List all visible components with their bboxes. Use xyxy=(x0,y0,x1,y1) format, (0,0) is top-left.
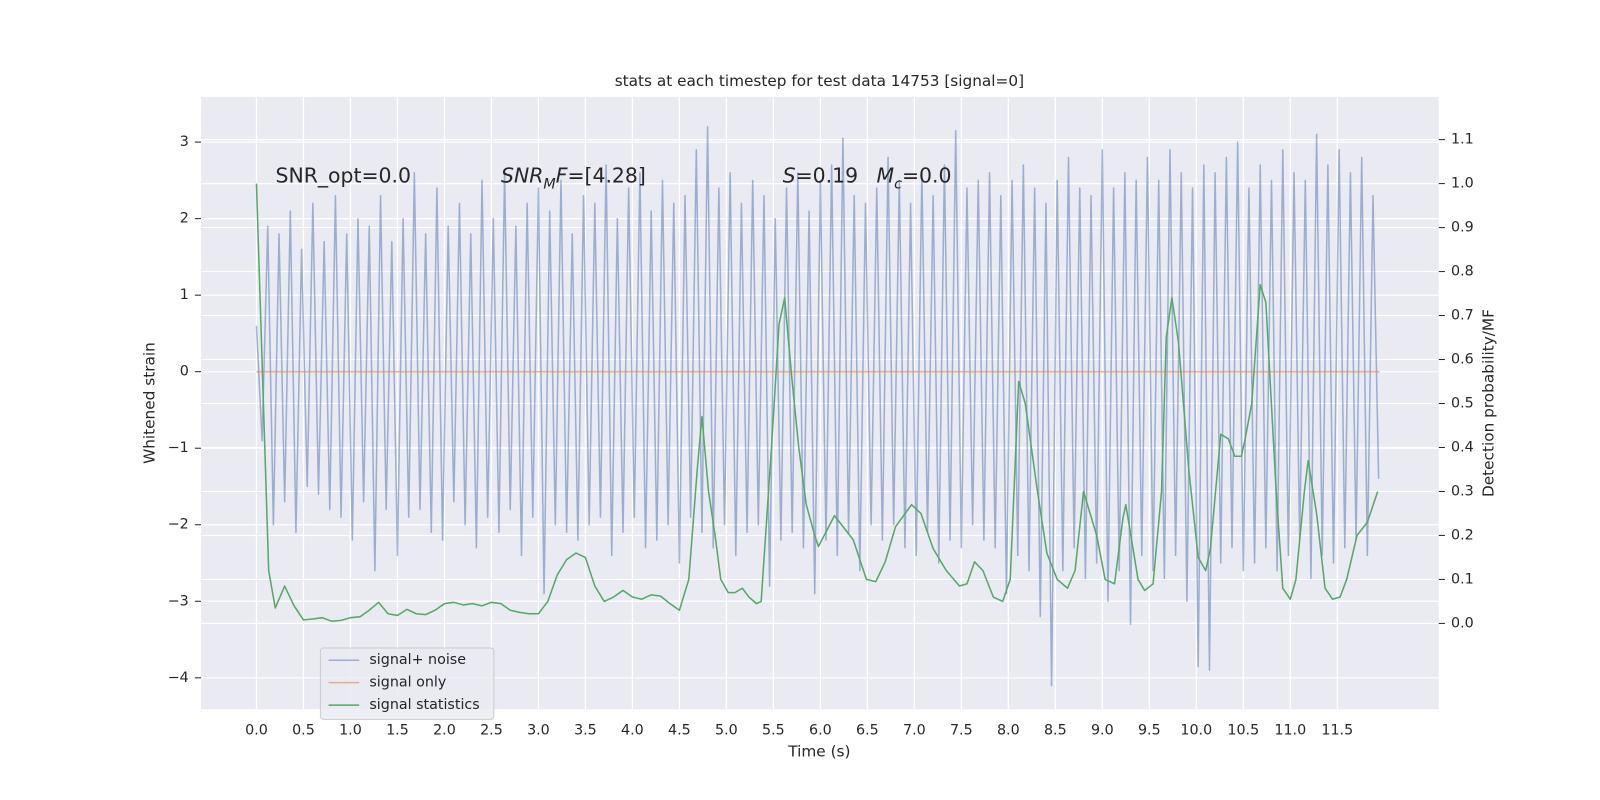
x-tick-label: 10.5 xyxy=(1227,723,1259,739)
annotation-part: =0.19 xyxy=(796,164,859,188)
annotation-part: c xyxy=(894,177,902,193)
x-tick-label: 6.0 xyxy=(809,723,832,739)
series-line xyxy=(255,183,1379,622)
x-tick-label: 8.0 xyxy=(997,723,1020,739)
x-tick-label: 11.5 xyxy=(1321,723,1353,739)
annotation-part: M xyxy=(877,164,895,188)
legend: signal+ noise signal only signal statistic… xyxy=(319,647,495,720)
y-tick-label: 2 xyxy=(180,211,189,227)
annotation: SNR_opt=0.0 xyxy=(276,164,412,189)
annotation: Mc=0.0 xyxy=(877,164,952,193)
x-tick-label: 7.5 xyxy=(950,723,973,739)
y-tick-label: 0 xyxy=(180,364,189,380)
x-tick-label: 4.0 xyxy=(621,723,644,739)
x-tick-label: 0.0 xyxy=(245,723,268,739)
y-tick-label: −1 xyxy=(168,440,189,456)
x-tick-label: 0.5 xyxy=(292,723,315,739)
x-tick-label: 9.5 xyxy=(1138,723,1161,739)
x-tick-label: 5.0 xyxy=(715,723,738,739)
series-line xyxy=(255,126,1380,687)
x-tick-label: 8.5 xyxy=(1044,723,1067,739)
y-axis-label: Whitened strain xyxy=(141,342,159,464)
y2-tick-label: 0.9 xyxy=(1451,220,1474,236)
legend-label: signal statistics xyxy=(369,697,479,713)
x-tick-label: 5.5 xyxy=(762,723,785,739)
x-tick-label: 9.0 xyxy=(1091,723,1114,739)
x-tick-label: 4.5 xyxy=(668,723,691,739)
x-tick-label: 11.0 xyxy=(1274,723,1306,739)
y2-tick-label: 0.1 xyxy=(1451,571,1474,587)
y2-tick-label: 0.4 xyxy=(1451,439,1474,455)
x-tick-label: 6.5 xyxy=(856,723,879,739)
annotation-part: SNR_opt=0.0 xyxy=(276,164,412,189)
x-tick-label: 7.0 xyxy=(903,723,926,739)
y2-tick-label: 0.2 xyxy=(1451,527,1474,543)
legend-label: signal only xyxy=(369,675,446,691)
x-tick-label: 3.5 xyxy=(574,723,597,739)
x-tick-label: 1.5 xyxy=(386,723,409,739)
annotation-part: M xyxy=(543,177,555,193)
y2-tick-label: 1.0 xyxy=(1451,176,1474,192)
annotation-part: SNR xyxy=(501,164,543,188)
y2-axis-label: Detection probability/MF xyxy=(1479,309,1497,497)
x-tick-label: 3.0 xyxy=(527,723,550,739)
y2-tick-label: 0.8 xyxy=(1451,264,1474,280)
y-tick-label: 3 xyxy=(180,134,189,150)
annotation: S=0.19 xyxy=(783,164,858,188)
y2-tick-label: 0.0 xyxy=(1451,615,1474,631)
legend-label: signal+ noise xyxy=(369,652,466,668)
y2-tick-label: 0.7 xyxy=(1451,308,1474,324)
x-tick-label: 10.0 xyxy=(1180,723,1212,739)
annotation-part: S xyxy=(783,164,796,188)
legend-box xyxy=(319,647,495,720)
y-tick-label: 1 xyxy=(180,287,189,303)
x-tick-label: 2.5 xyxy=(480,723,503,739)
annotation-part: =0.0 xyxy=(902,164,952,188)
y2-tick-label: 1.1 xyxy=(1451,132,1474,148)
x-tick-label: 1.0 xyxy=(339,723,362,739)
annotation-part: F xyxy=(556,164,568,188)
y2-tick-label: 0.5 xyxy=(1451,396,1474,412)
annotation-part: =[4.28] xyxy=(567,164,645,188)
y-tick-label: −2 xyxy=(168,517,189,533)
x-axis-label: Time (s) xyxy=(787,743,850,761)
x-tick-label: 2.0 xyxy=(433,723,456,739)
y2-tick-label: 0.6 xyxy=(1451,352,1474,368)
chart-title: stats at each timestep for test data 147… xyxy=(615,72,1024,90)
y-tick-label: −3 xyxy=(168,593,189,609)
annotation: SNRMF=[4.28] xyxy=(501,164,646,193)
y-tick-label: −4 xyxy=(168,670,189,686)
y2-tick-label: 0.3 xyxy=(1451,483,1474,499)
